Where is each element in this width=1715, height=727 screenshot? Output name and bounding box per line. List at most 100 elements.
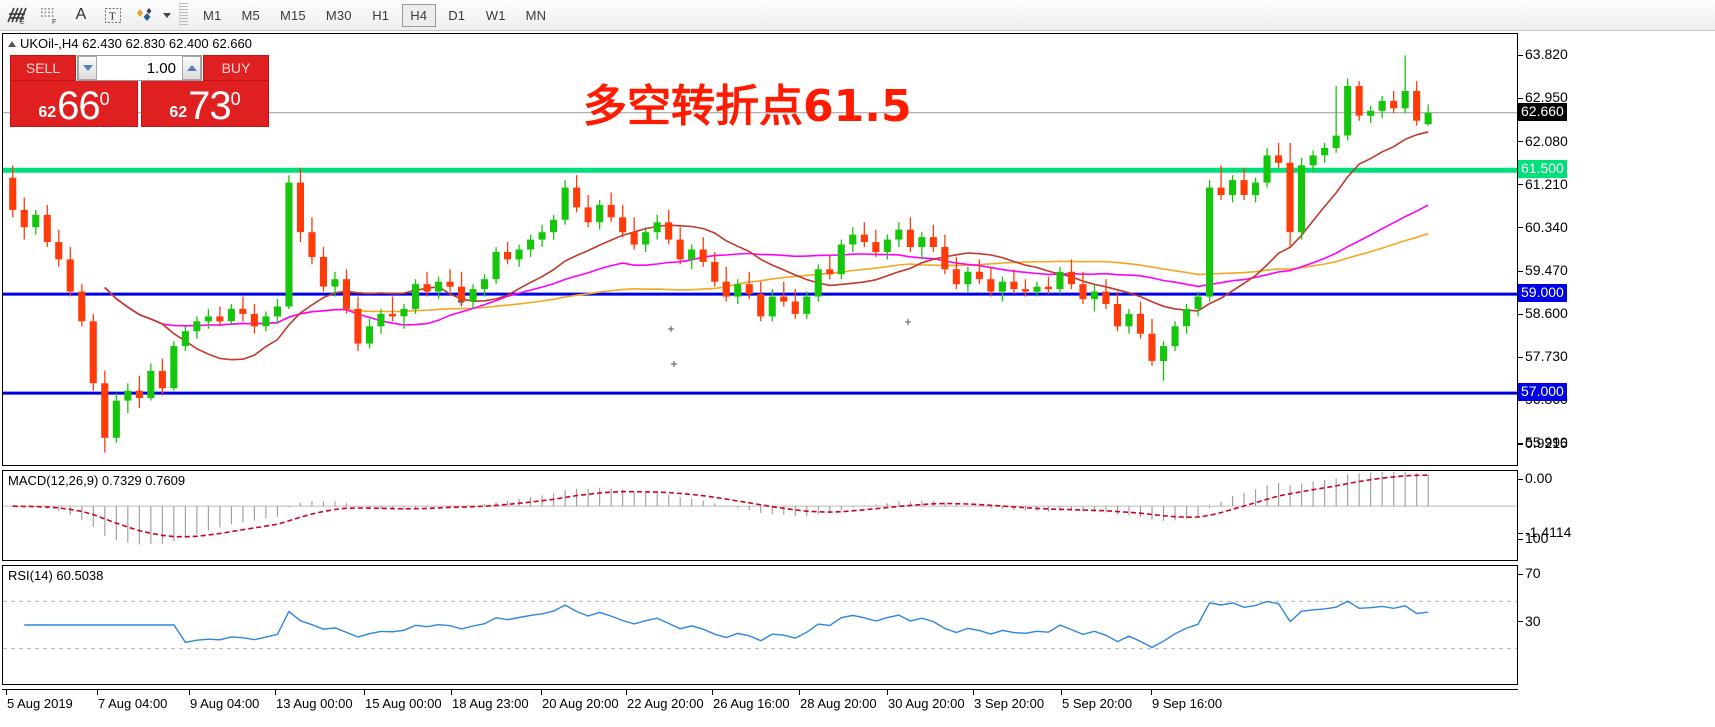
tick-dash-icon	[1518, 141, 1523, 143]
time-tick-label: 28 Aug 20:00	[799, 689, 877, 711]
chevron-down-icon[interactable]	[160, 2, 174, 29]
tick-dash-icon	[1518, 270, 1523, 272]
macd-label: MACD(12,26,9) 0.7329 0.7609	[8, 473, 186, 488]
timeframe-h4-button[interactable]: H4	[401, 3, 436, 27]
time-tick-label: 5 Sep 20:00	[1060, 689, 1133, 711]
timeframe-m30-button[interactable]: M30	[325, 7, 352, 23]
macd-canvas	[3, 471, 1517, 545]
rsi-canvas	[3, 600, 1517, 650]
macd-histogram	[23, 471, 1429, 545]
rsi-tick-label: 30	[1525, 612, 1541, 629]
svg-text:E: E	[20, 19, 25, 25]
chart-tick-mark	[671, 361, 677, 367]
price-axis[interactable]: 63.820 62.950 62.080 61.210 60.340 59.470 58.6…	[1518, 33, 1715, 685]
buy-button[interactable]: BUY	[203, 55, 269, 81]
sell-price-display[interactable]: 62 66 0	[10, 81, 138, 127]
sell-price-integer: 62	[38, 104, 57, 121]
rsi-line	[24, 600, 1429, 649]
buy-price-display[interactable]: 62 73 0	[141, 81, 269, 127]
price-tick-57.730: 57.730	[1518, 348, 1568, 364]
buy-price-pip: 0	[230, 89, 241, 109]
tick-dash-icon	[1518, 538, 1523, 540]
volume-input[interactable]: 1.00	[146, 59, 176, 77]
price-pane[interactable]: UKOil-,H4 62.430 62.830 62.400 62.660	[2, 33, 1518, 466]
price-tick-label: 61.210	[1525, 175, 1568, 192]
time-tick-label: 7 Aug 04:00	[96, 689, 168, 711]
timeframe-group: M1 M5 M15 M30 H1 H4 D1 W1 MN	[193, 3, 556, 27]
tick-dash-icon	[1518, 574, 1523, 576]
price-badge-62.660[interactable]: 62.660	[1518, 102, 1567, 121]
chart-tick-mark	[668, 326, 674, 332]
time-tick-label: 5 Aug 2019	[6, 689, 73, 711]
text-label-icon[interactable]: T	[98, 2, 128, 29]
time-tick-label: 13 Aug 00:00	[275, 689, 353, 711]
time-tick-label: 30 Aug 20:00	[887, 689, 965, 711]
timeframe-h1-button[interactable]: H1	[372, 7, 390, 23]
chart-symbol-label: UKOil-,H4 62.430 62.830 62.400 62.660	[8, 36, 252, 51]
timeframe-m1-button[interactable]: M1	[203, 7, 222, 23]
rsi-label: RSI(14) 60.5038	[8, 568, 104, 583]
tick-dash-icon	[1518, 478, 1523, 480]
rsi-tick-label: 100	[1525, 530, 1549, 546]
sell-price-fraction: 66	[57, 84, 100, 128]
price-badge-61.500[interactable]: 61.500	[1518, 160, 1567, 179]
price-badge-57.000[interactable]: 57.000	[1518, 383, 1567, 402]
objects-icon[interactable]	[130, 2, 160, 29]
price-tick-62.080: 62.080	[1518, 133, 1568, 149]
trade-panel-top-row: SELL 1.00 BUY	[10, 55, 269, 81]
rsi-tick-100: 100	[1518, 530, 1548, 546]
timeframe-d1-button[interactable]: D1	[448, 7, 466, 23]
rsi-pane[interactable]: RSI(14) 60.5038	[2, 565, 1518, 685]
timeframe-m15-button[interactable]: M15	[279, 7, 306, 23]
text-tool-icon[interactable]: A	[75, 6, 87, 23]
time-tick-label: 9 Aug 04:00	[188, 689, 260, 711]
price-tick-60.340: 60.340	[1518, 219, 1568, 235]
macd-signal-line	[12, 474, 1429, 538]
price-tick-label: 62.950	[1525, 89, 1568, 106]
rsi-tick-label: 70	[1525, 565, 1541, 582]
tick-dash-icon	[1518, 356, 1523, 358]
macd-tick-0.00: 0.00	[1518, 470, 1552, 486]
buy-price-integer: 62	[169, 104, 188, 121]
chart-annotation-text: 多空转折点61.5	[583, 81, 912, 132]
tick-dash-icon	[1518, 184, 1523, 186]
main-toolbar: E F A T	[0, 0, 1715, 31]
buy-price-fraction: 73	[188, 84, 231, 128]
tick-dash-icon	[1518, 532, 1523, 534]
time-tick-label: 20 Aug 20:00	[541, 689, 619, 711]
macd-tick-label: 0.00	[1525, 470, 1553, 487]
one-click-trading-panel[interactable]: SELL 1.00 BUY 62 66 0 62 73 0	[10, 55, 269, 127]
volume-stepper[interactable]: 1.00	[77, 55, 202, 81]
collapse-triangle-icon[interactable]	[8, 41, 16, 47]
price-tick-label: 60.340	[1525, 218, 1568, 235]
price-tick-55.990: 55.990	[1518, 434, 1568, 450]
volume-decrease-icon[interactable]	[78, 56, 97, 80]
time-tick-label: 3 Sep 20:00	[972, 689, 1045, 711]
toolbar-divider	[179, 3, 188, 27]
timeframe-mn-button[interactable]: MN	[525, 7, 547, 23]
tick-dash-icon	[1518, 443, 1523, 445]
time-tick-label: 22 Aug 20:00	[626, 689, 704, 711]
grid-icon[interactable]: F	[34, 2, 64, 29]
volume-increase-icon[interactable]	[182, 56, 201, 80]
chart-area[interactable]: UKOil-,H4 62.430 62.830 62.400 62.660 MA…	[0, 31, 1715, 727]
tick-dash-icon	[1518, 621, 1523, 623]
ma-short-line	[104, 131, 1429, 361]
timeframe-m5-button[interactable]: M5	[241, 7, 260, 23]
indicator-list-icon[interactable]: E	[2, 2, 32, 29]
sell-button[interactable]: SELL	[10, 55, 76, 81]
tick-dash-icon	[1518, 442, 1523, 444]
macd-pane[interactable]: MACD(12,26,9) 0.7329 0.7609	[2, 470, 1518, 561]
timeframe-w1-button[interactable]: W1	[485, 7, 506, 23]
rsi-tick-30: 30	[1518, 613, 1541, 629]
chart-tick-mark	[905, 319, 911, 325]
chart-title-text: UKOil-,H4 62.430 62.830 62.400 62.660	[20, 36, 253, 51]
time-axis[interactable]: 5 Aug 2019 7 Aug 04:00 9 Aug 04:00 13 Aug 0…	[2, 689, 1518, 727]
svg-text:F: F	[52, 19, 56, 25]
price-tick-label: 55.990	[1525, 434, 1568, 451]
candlestick-series	[9, 55, 1432, 453]
price-tick-63.820: 63.820	[1518, 46, 1568, 62]
price-tick-label: 62.080	[1525, 132, 1568, 149]
price-badge-59.000[interactable]: 59.000	[1518, 284, 1567, 303]
